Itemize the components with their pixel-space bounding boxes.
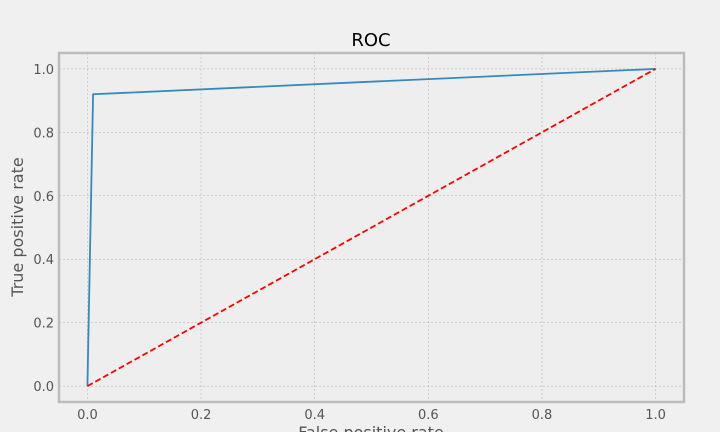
plot-frame xyxy=(57,51,686,404)
y-axis-label: True positive rate xyxy=(8,157,27,297)
y-tick-label: 1.0 xyxy=(33,63,54,78)
diagonal-reference-line xyxy=(86,68,657,387)
y-tick-label: 0.0 xyxy=(33,380,54,395)
grid xyxy=(59,53,684,402)
y-tick-label: 0.4 xyxy=(33,253,54,268)
x-tick-label: 0.0 xyxy=(77,408,98,423)
y-tick-label: 0.8 xyxy=(33,126,54,141)
x-tick-labels: 0.0 0.2 0.4 0.6 0.8 1.0 xyxy=(77,408,666,423)
x-axis-label: False positive rate xyxy=(298,423,444,432)
x-tick-label: 0.8 xyxy=(532,408,553,423)
chart-title: ROC xyxy=(351,30,390,51)
y-tick-labels: 0.0 0.2 0.4 0.6 0.8 1.0 xyxy=(33,63,54,395)
series-layer xyxy=(86,67,657,387)
x-tick-label: 0.2 xyxy=(191,408,212,423)
y-tick-label: 0.6 xyxy=(33,190,54,205)
roc-curve-line xyxy=(86,67,656,387)
y-tick-label: 0.2 xyxy=(33,317,54,332)
x-tick-label: 0.6 xyxy=(418,408,439,423)
x-tick-label: 1.0 xyxy=(645,408,666,423)
x-tick-label: 0.4 xyxy=(304,408,325,423)
